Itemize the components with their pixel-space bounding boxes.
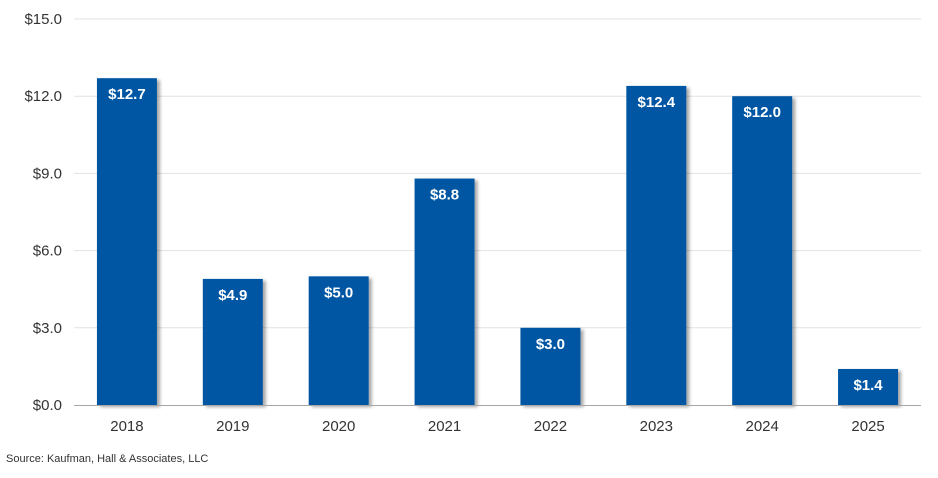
bars: $12.7 $4.9 $5.0 $8.8 $3.0 $12.4 $12.0 $1.4: [96, 78, 899, 405]
y-tick-label: $15.0: [24, 11, 62, 28]
bar: [838, 368, 899, 405]
bar: [414, 178, 475, 405]
x-tick-label: 2018: [110, 418, 143, 435]
x-tick-label: 2019: [216, 418, 249, 435]
bar-data-label: $1.4: [853, 377, 883, 394]
bar-chart: $0.0 $3.0 $6.0 $9.0 $12.0 $15.0 $12.7 $4.9 $5.0…: [24, 11, 921, 435]
source-note: Source: Kaufman, Hall & Associates, LLC: [6, 453, 209, 465]
bar-data-label: $5.0: [324, 284, 353, 301]
y-tick-label: $3.0: [33, 320, 62, 337]
bar: [202, 278, 263, 405]
bar: [96, 78, 157, 405]
bar: [308, 276, 369, 405]
x-tick-label: 2020: [322, 418, 355, 435]
bar-data-label: $12.0: [743, 104, 781, 121]
bar-data-label: $12.7: [108, 86, 146, 103]
x-tick-label: 2021: [428, 418, 461, 435]
gridlines: [74, 18, 921, 329]
bar-data-label: $4.9: [218, 287, 247, 304]
x-axis-tick-labels: 2018 2019 2020 2021 2022 2023 2024 2025: [110, 418, 885, 435]
y-axis-tick-labels: $0.0 $3.0 $6.0 $9.0 $12.0 $15.0: [24, 11, 62, 414]
y-tick-label: $12.0: [24, 88, 62, 105]
x-tick-label: 2023: [640, 418, 673, 435]
y-tick-label: $0.0: [33, 397, 62, 414]
bar: [732, 96, 793, 405]
x-tick-label: 2025: [851, 418, 884, 435]
bar-data-label: $12.4: [638, 94, 676, 111]
x-tick-label: 2024: [746, 418, 779, 435]
bar-data-label: $3.0: [536, 336, 565, 353]
x-tick-label: 2022: [534, 418, 567, 435]
bar: [626, 85, 687, 405]
y-tick-label: $6.0: [33, 243, 62, 260]
bar-data-label: $8.8: [430, 187, 459, 204]
y-tick-label: $9.0: [33, 165, 62, 182]
bar: [520, 327, 581, 405]
